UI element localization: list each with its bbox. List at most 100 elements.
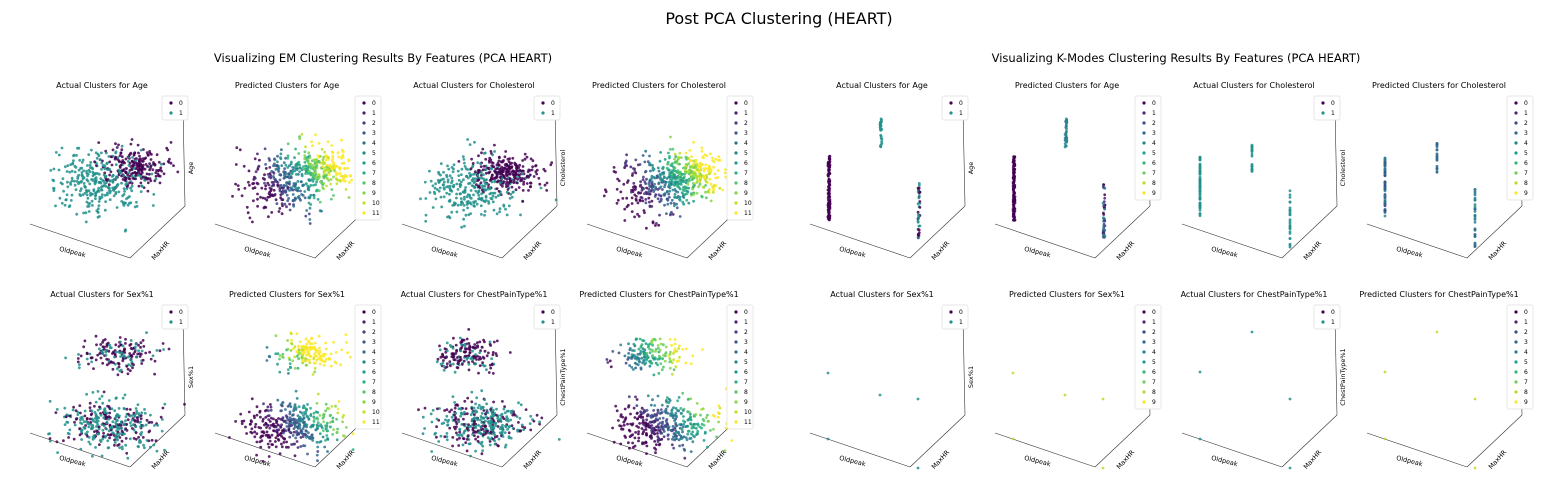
scatter-point (493, 442, 497, 446)
scatter-point (670, 198, 674, 202)
scatter-point (627, 441, 630, 445)
scatter-point (265, 346, 269, 349)
scatter-point (255, 453, 258, 457)
scatter-point (630, 365, 634, 369)
scatter-point (671, 352, 675, 355)
scatter-point (67, 436, 70, 439)
scatter-point (73, 420, 76, 424)
scatter-point (642, 209, 646, 212)
scatter-point (289, 349, 293, 352)
scatter-point (537, 176, 541, 180)
scatter-point (714, 176, 718, 180)
scatter-point (501, 184, 504, 188)
scatter-point (542, 167, 546, 171)
scatter-point (137, 343, 140, 347)
y-axis-line (129, 205, 186, 259)
scatter-point (140, 362, 144, 365)
scatter-point (448, 410, 451, 414)
scatter-point (316, 445, 320, 449)
scatter-point (699, 168, 703, 172)
scatter-point (120, 351, 124, 355)
scatter-point (327, 179, 331, 182)
scatter-point (466, 356, 470, 359)
scatter-point (636, 212, 639, 216)
scatter-point (90, 178, 93, 181)
scatter-point (505, 171, 509, 174)
scatter-point (267, 183, 271, 187)
scatter-point (136, 403, 140, 406)
scatter-point (242, 164, 246, 168)
scatter-point (500, 169, 504, 173)
legend: 01 (533, 95, 561, 121)
scatter-point (658, 417, 662, 420)
scatter-point (102, 390, 106, 394)
scatter-point (304, 363, 308, 367)
scatter-point (316, 450, 320, 453)
scatter-point (879, 126, 882, 130)
scatter-point (684, 171, 688, 175)
scatter-point (163, 402, 167, 406)
scatter-point (169, 141, 173, 144)
scatter-point (156, 424, 159, 427)
scatter-point (231, 194, 234, 198)
scatter-points (826, 117, 922, 240)
scatter-point (269, 416, 273, 420)
scatter-point (128, 181, 131, 185)
scatter-point (611, 350, 615, 353)
scatter-point (296, 427, 300, 430)
scatter-point (446, 178, 450, 182)
scatter-point (57, 168, 61, 172)
scatter-point (504, 150, 508, 153)
scatter-point (677, 396, 681, 399)
scatter-point (468, 351, 472, 355)
scatter-point (143, 446, 146, 450)
scatter-point (98, 195, 102, 199)
scatter-point (439, 362, 443, 366)
scatter-point (489, 167, 493, 170)
scatter-point (528, 173, 532, 177)
scatter-point (272, 175, 275, 178)
scatter-point (1102, 222, 1106, 226)
scatter-point (100, 454, 104, 458)
scatter-point (507, 181, 511, 185)
z-axis-label: Cholesterol (559, 149, 567, 186)
scatter-point (309, 193, 313, 197)
scatter-point (465, 337, 469, 341)
scatter-point (80, 415, 84, 419)
scatter-point (324, 174, 328, 178)
scatter-point (502, 180, 506, 183)
scatter-point (130, 174, 134, 178)
scatter-point (351, 448, 355, 451)
scatter-point (674, 407, 678, 410)
scatter-point (319, 154, 322, 158)
legend-box (941, 95, 969, 121)
scatter-point (276, 160, 279, 164)
scatter-point (325, 427, 328, 430)
scatter-point (114, 350, 118, 354)
scatter-point (462, 204, 466, 207)
scatter-point (313, 370, 317, 374)
scatter-point (668, 338, 672, 341)
scatter-point (139, 346, 142, 349)
scatter-point (104, 350, 108, 354)
scatter-point (324, 341, 327, 345)
scatter-point (256, 152, 259, 156)
scatter-point (256, 167, 260, 171)
scatter-point (633, 357, 637, 360)
scatter-point (521, 200, 525, 203)
legend-label: 8 (744, 180, 748, 187)
scatter-point (254, 422, 258, 426)
scatter-point (659, 412, 662, 415)
scatter-point (664, 410, 668, 414)
legend-label: 6 (372, 160, 376, 167)
scatter-point (649, 169, 652, 173)
scatter-point (255, 405, 259, 409)
scatter-point (439, 162, 443, 165)
scatter-point (635, 398, 639, 401)
scatter-point (87, 189, 91, 193)
scatter-point (340, 148, 344, 152)
scatter-point (692, 140, 695, 144)
scatter-point (130, 159, 134, 163)
scatter-point (132, 352, 136, 355)
scatter-point (473, 430, 476, 433)
